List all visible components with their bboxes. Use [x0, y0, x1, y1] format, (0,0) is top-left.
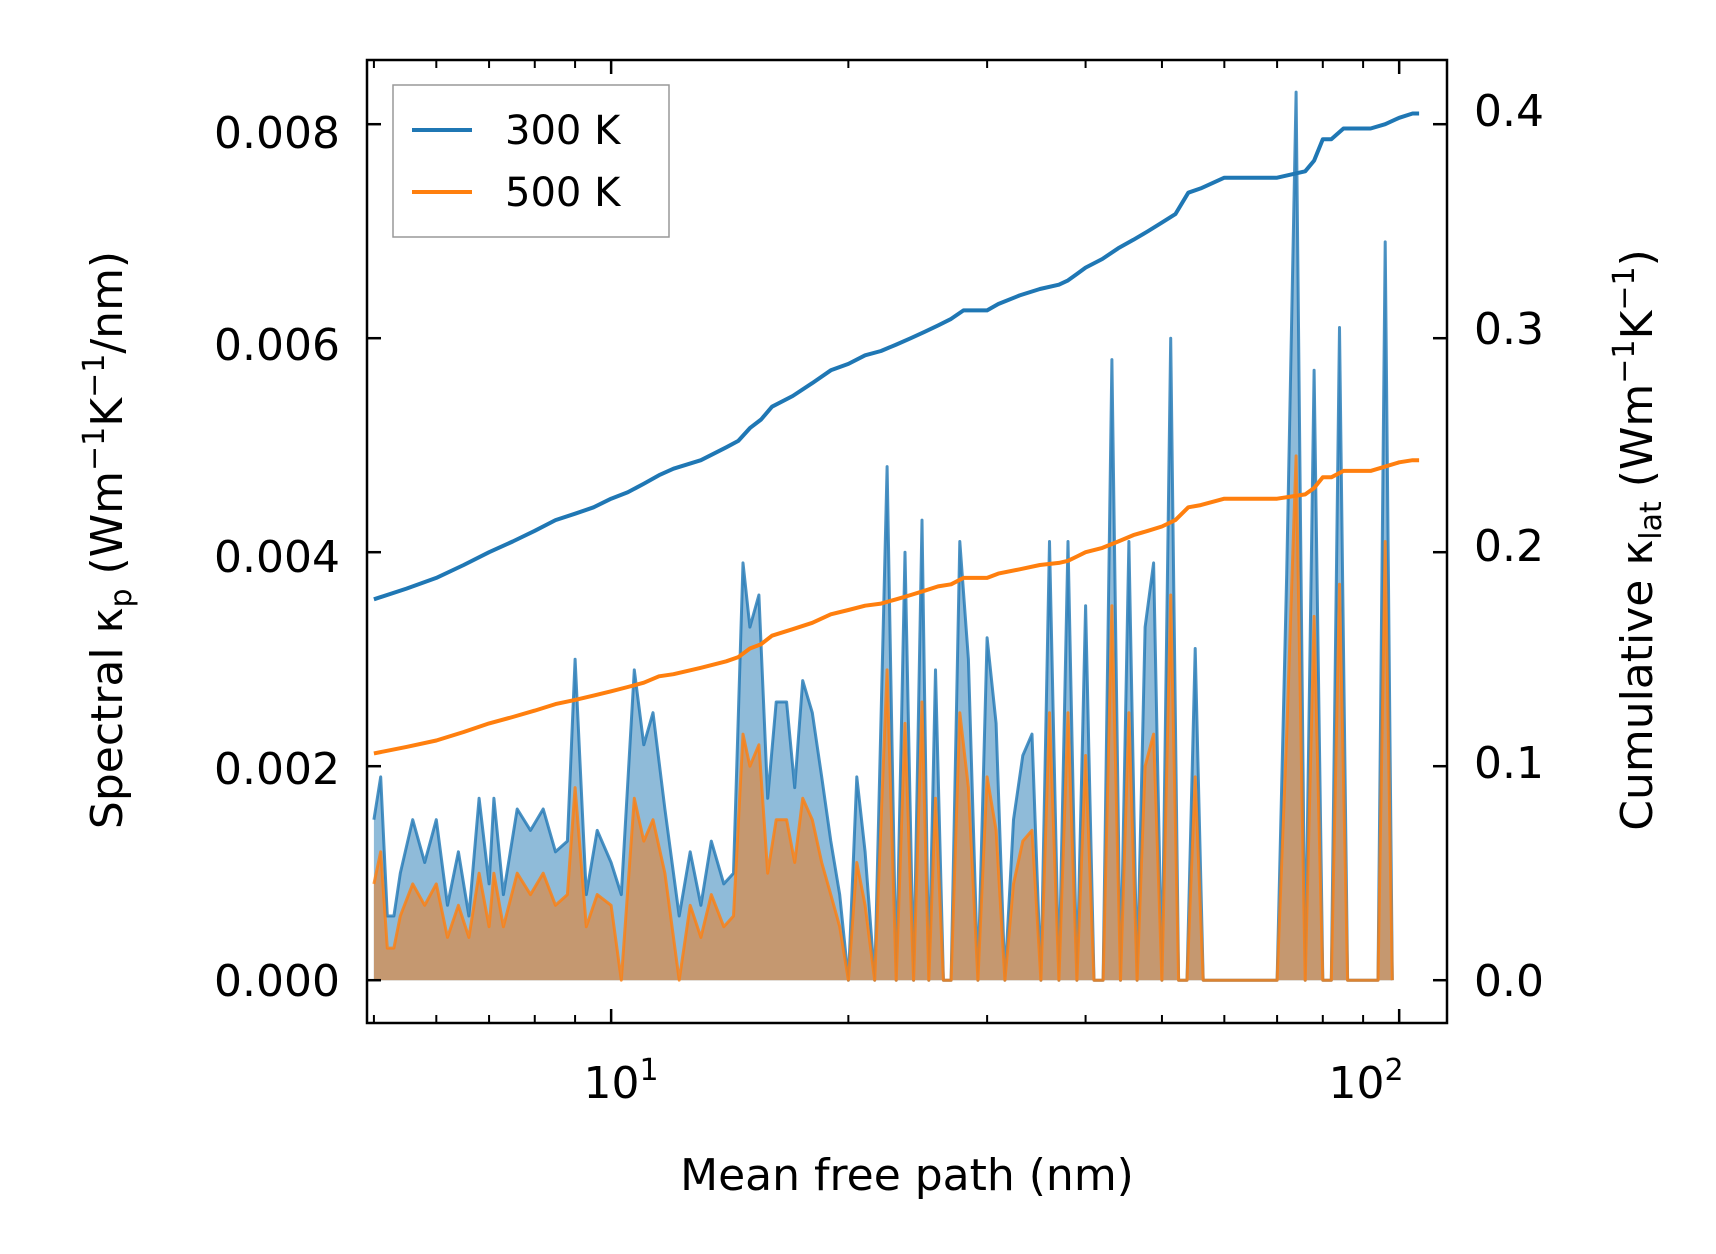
- plot-area: [372, 90, 1420, 982]
- spectral-area-500k: [373, 455, 1393, 981]
- right-tick-label-4: 0.4: [1474, 86, 1544, 137]
- spectral-line-500k: [372, 454, 1394, 982]
- left-tick-label-3: 0.006: [214, 320, 340, 371]
- legend-label-300k: 300 K: [505, 108, 622, 154]
- left-tick-label-4: 0.008: [214, 108, 340, 159]
- right-tick-label-0: 0.0: [1474, 956, 1544, 1007]
- right-tick-label-2: 0.2: [1474, 521, 1544, 572]
- left-axis-title: Spectral κp (Wm−1K−1/nm): [77, 251, 139, 829]
- tick-layer: [367, 60, 1447, 1023]
- right-tick-label-3: 0.3: [1474, 304, 1544, 355]
- legend: 300 K 500 K: [392, 84, 670, 238]
- legend-label-500k: 500 K: [505, 170, 622, 216]
- x-tick-label-10: 101: [583, 1053, 658, 1109]
- left-tick-label-2: 0.004: [214, 532, 340, 583]
- x-tick-label-100: 102: [1328, 1053, 1403, 1109]
- right-tick-label-1: 0.1: [1474, 738, 1544, 789]
- plot-frame: [365, 58, 1449, 1025]
- x-axis-title: Mean free path (nm): [680, 1150, 1134, 1201]
- left-tick-label-0: 0.000: [214, 956, 340, 1007]
- left-tick-label-1: 0.002: [214, 744, 340, 795]
- right-axis-title: Cumulative κlat (Wm−1K−1): [1607, 249, 1669, 831]
- cumulative-line-500k: [373, 458, 1420, 756]
- cumulative-line-300k: [373, 111, 1420, 602]
- legend-box: [392, 84, 670, 238]
